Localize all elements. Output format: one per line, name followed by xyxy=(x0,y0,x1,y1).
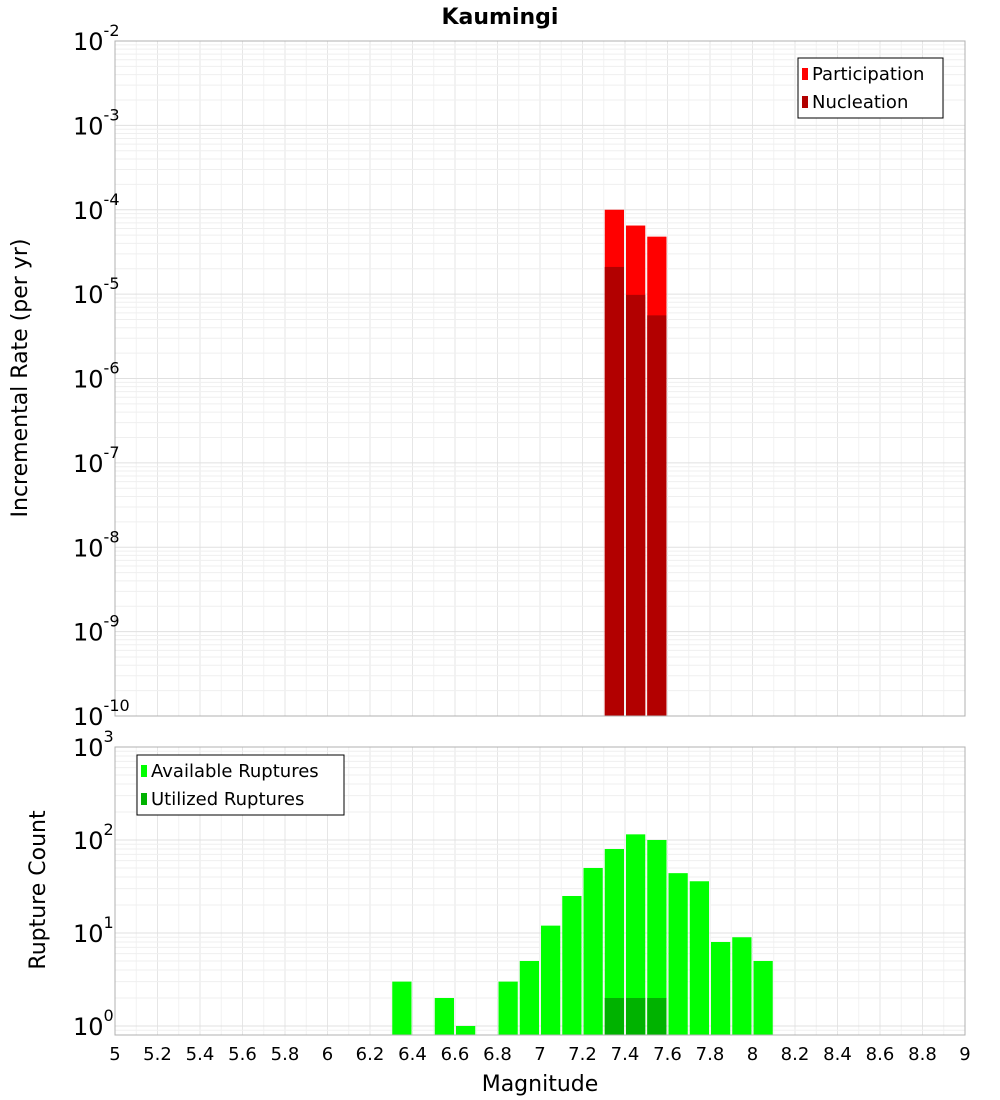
bar-series-1 xyxy=(689,881,709,1035)
x-tick-label: 6.2 xyxy=(356,1044,385,1065)
legend: Available Ruptures Utilized Ruptures xyxy=(136,754,345,816)
y-tick-exponent: -10 xyxy=(104,696,130,715)
legend-label: Available Ruptures xyxy=(151,761,319,782)
bar-series-2 xyxy=(626,997,646,1035)
legend-label: Utilized Ruptures xyxy=(151,789,304,810)
x-tick-label: 7.6 xyxy=(653,1044,682,1065)
legend-label: Nucleation xyxy=(812,92,908,113)
bar-series-1 xyxy=(647,839,667,1035)
x-tick-label: 8.8 xyxy=(908,1044,937,1065)
bar-series-2 xyxy=(647,997,667,1035)
x-tick-label: 5.6 xyxy=(228,1044,257,1065)
x-tick-label: 5.2 xyxy=(143,1044,172,1065)
legend-swatch xyxy=(141,765,147,777)
bar-series-1 xyxy=(562,895,582,1035)
y-tick-label: 10-4 xyxy=(73,190,120,225)
x-tick-label: 7.4 xyxy=(611,1044,640,1065)
x-tick-label: 6.8 xyxy=(483,1044,512,1065)
legend-box xyxy=(136,754,345,816)
x-tick-label: 6 xyxy=(322,1044,333,1065)
y-tick-exponent: -3 xyxy=(104,105,120,124)
x-tick-label: 7.8 xyxy=(696,1044,725,1065)
y-tick-label: 101 xyxy=(73,913,114,948)
legend-label: Participation xyxy=(812,64,924,85)
x-tick-label: 7.2 xyxy=(568,1044,597,1065)
bottom-y-axis-label: Rupture Count xyxy=(26,810,51,970)
legend: Participation Nucleation xyxy=(797,57,944,119)
x-tick-label: 9 xyxy=(959,1044,970,1065)
y-tick-label: 103 xyxy=(73,727,114,762)
legend-swatch xyxy=(802,96,808,108)
bar-series-2 xyxy=(647,315,667,716)
x-tick-label: 5 xyxy=(109,1044,120,1065)
bar-series-1 xyxy=(519,960,539,1035)
y-tick-exponent: -6 xyxy=(104,359,120,378)
bar-series-1 xyxy=(541,925,561,1035)
bar-series-1 xyxy=(732,937,752,1035)
bar-series-2 xyxy=(626,294,646,716)
y-tick-exponent: -8 xyxy=(104,527,120,546)
bar-series-1 xyxy=(392,981,412,1035)
x-axis-label: Magnitude xyxy=(482,1072,599,1097)
bar-series-1 xyxy=(456,1025,476,1035)
y-tick-exponent: 2 xyxy=(104,820,114,839)
bar-series-1 xyxy=(604,849,624,1035)
y-tick-exponent: 3 xyxy=(104,727,114,746)
top-plot-area: 10-10 10-9 10-8 10-7 10-6 10-5 10-4 10-3 10-2 Par… xyxy=(73,21,966,731)
bar-series-1 xyxy=(711,942,731,1035)
y-tick-exponent: 1 xyxy=(104,913,114,932)
x-tick-label: 7 xyxy=(534,1044,545,1065)
bar-series-1 xyxy=(434,997,454,1035)
y-tick-label: 10-8 xyxy=(73,527,120,562)
y-tick-label: 10-7 xyxy=(73,443,120,478)
top-y-axis-label: Incremental Rate (per yr) xyxy=(8,239,33,518)
y-tick-exponent: 0 xyxy=(104,1006,114,1025)
y-tick-exponent: -9 xyxy=(104,612,120,631)
bar-series-1 xyxy=(753,960,773,1035)
y-tick-label: 10-10 xyxy=(73,696,130,731)
y-tick-label: 10-9 xyxy=(73,612,120,647)
x-tick-label: 8.6 xyxy=(866,1044,895,1065)
bar-series-1 xyxy=(583,867,603,1035)
bar-series-1 xyxy=(626,834,646,1035)
x-tick-label: 8.2 xyxy=(781,1044,810,1065)
plot-border xyxy=(114,746,966,1036)
y-tick-label: 10-2 xyxy=(73,21,120,56)
legend-box xyxy=(797,57,944,119)
x-tick-label: 6.6 xyxy=(441,1044,470,1065)
legend-swatch xyxy=(802,68,808,80)
x-tick-label: 8.4 xyxy=(823,1044,852,1065)
legend-swatch xyxy=(141,793,147,805)
x-tick-label: 6.4 xyxy=(398,1044,427,1065)
chart-title: Kaumingi xyxy=(442,5,559,30)
plot-border xyxy=(114,40,966,717)
y-tick-exponent: -4 xyxy=(104,190,120,209)
y-tick-exponent: -5 xyxy=(104,274,120,293)
bar-series-2 xyxy=(604,266,624,716)
y-tick-label: 102 xyxy=(73,820,114,855)
bar-series-1 xyxy=(668,873,688,1035)
x-tick-label: 5.4 xyxy=(186,1044,215,1065)
x-tick-label: 5.8 xyxy=(271,1044,300,1065)
y-tick-exponent: -7 xyxy=(104,443,120,462)
y-tick-label: 10-5 xyxy=(73,274,120,309)
bar-series-2 xyxy=(604,997,624,1035)
x-tick-label: 8 xyxy=(747,1044,758,1065)
y-tick-exponent: -2 xyxy=(104,21,120,40)
bar-series-1 xyxy=(498,981,518,1035)
y-tick-label: 10-3 xyxy=(73,105,120,140)
y-tick-label: 100 xyxy=(73,1006,114,1041)
y-tick-label: 10-6 xyxy=(73,359,120,394)
